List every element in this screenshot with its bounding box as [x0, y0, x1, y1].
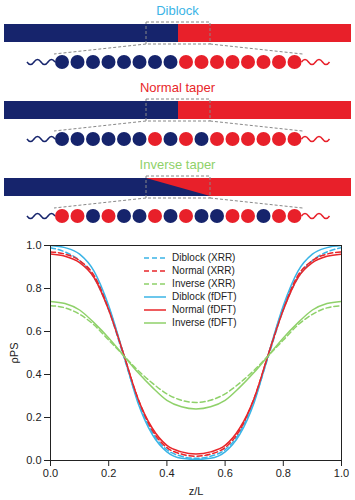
html-text:Diblock (fDFT): Diblock (fDFT) — [172, 291, 237, 302]
html-text:Diblock (XRR): Diblock (XRR) — [172, 252, 236, 263]
svg-text:0.8: 0.8 — [26, 282, 41, 294]
svg-text:0.8: 0.8 — [276, 467, 291, 479]
svg-text:0.2: 0.2 — [101, 467, 116, 479]
svg-text:0.0: 0.0 — [43, 467, 58, 479]
svg-text:0.6: 0.6 — [26, 325, 41, 337]
svg-text:0.0: 0.0 — [26, 454, 41, 466]
svg-text:0.4: 0.4 — [26, 368, 41, 380]
svg-text:0.6: 0.6 — [217, 467, 232, 479]
svg-text:Diblock: Diblock — [156, 3, 199, 18]
svg-text:0.4: 0.4 — [159, 467, 174, 479]
svg-text:z/L: z/L — [189, 485, 204, 497]
html-text:Inverse (fDFT): Inverse (fDFT) — [172, 317, 237, 328]
html-text:Inverse (XRR): Inverse (XRR) — [172, 278, 236, 289]
svg-text:Inverse taper: Inverse taper — [140, 157, 217, 172]
html-text:Normal (fDFT): Normal (fDFT) — [172, 304, 236, 315]
svg-text:ρPS: ρPS — [8, 343, 20, 364]
svg-text:Normal taper: Normal taper — [140, 80, 216, 95]
html-text:Normal (XRR): Normal (XRR) — [172, 265, 235, 276]
svg-text:1.0: 1.0 — [334, 467, 349, 479]
svg-text:0.2: 0.2 — [26, 411, 41, 423]
svg-text:1.0: 1.0 — [26, 239, 41, 251]
